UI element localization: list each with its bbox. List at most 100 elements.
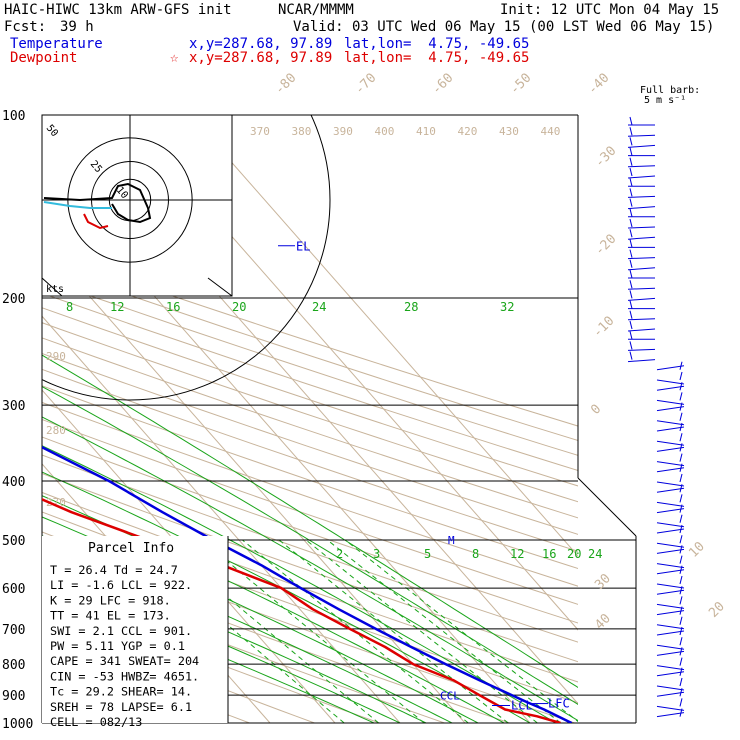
wind-barb-feather [629,331,633,340]
wind-barb [656,583,685,589]
isotherm-label: -70 [352,71,379,98]
dry-adiabat-line [42,352,578,535]
moist-adiabat-label: 32 [500,300,514,314]
wind-barb-feather [679,514,683,523]
wind-barb [627,195,656,198]
pressure-tick-label: 300 [2,399,25,414]
wind-barb-feather [679,361,683,370]
wind-barb [656,365,685,371]
wind-barb [656,624,685,630]
wind-barb [656,467,685,473]
wind-barb [656,446,685,452]
wind-barb [627,328,656,332]
wind-barb [656,569,685,575]
isotherm-label: -40 [585,71,612,98]
wind-barb-feather [679,606,683,615]
wind-barb-feather [629,178,633,187]
isotherm-label: 0 [588,402,604,418]
wind-barb-feather [679,657,683,666]
wind-barb-feather [679,524,683,534]
wind-barb-feather [629,127,633,136]
wind-barb [656,440,685,446]
wind-barb [656,379,685,385]
moist-adiabat-label: 28 [404,300,418,314]
dry-adiabat-line [42,385,578,570]
wind-barb [627,267,656,271]
dry-adiabat-line [42,337,578,519]
parcel-info-row: SWI = 2.1 CCL = 901. [50,624,192,638]
dry-adiabat-line [42,292,578,472]
hodograph-trace-surface [83,213,109,230]
isotherm-line [189,115,578,557]
wind-barb-feather [679,453,683,462]
mixing-ratio-label: 24 [588,547,602,561]
wind-barb [627,297,656,301]
valid-time: Valid: 03 UTC Wed 06 May 15 (00 LST Wed … [293,19,715,35]
model-title: HAIC-HIWC 13km ARW-GFS init [4,2,232,18]
moist-adiabat-label: 8 [66,300,73,314]
mixing-ratio-label: 5 [424,547,431,561]
isotherm-line [42,241,466,723]
wind-barb [656,406,685,412]
isotherm-line [42,389,336,723]
wind-barb [656,487,685,493]
wind-barb [627,348,656,351]
fcst-value: 39 h [60,19,94,35]
dry-adiabat-line [42,436,578,624]
isotherm-label: -30 [592,144,619,171]
fcst-label: Fcst: [4,19,47,35]
theta-label: 380 [292,125,312,138]
wind-barb-feather [679,667,683,676]
wind-barb-feather [629,167,633,177]
wind-barb [656,712,685,718]
wind-barb-feather [679,412,683,421]
mixing-ratio-line [305,539,538,723]
wind-barb-feather [679,535,683,544]
wind-barb-feather [629,341,633,350]
wind-barb [656,630,685,636]
parcel-info-row: K = 29 LFC = 918. [50,593,171,607]
isotherm-label: -50 [507,71,534,98]
wind-barb-feather [679,382,683,391]
barb-legend-title: Full barb: [640,85,701,96]
hodograph-axis [207,277,233,297]
wind-barb-feather [679,698,683,707]
temperature-legend: Temperature [10,36,103,52]
dewpoint-latlon: lat,lon= 4.75, -49.65 [344,50,530,66]
moist-adiabat-label: 12 [110,300,124,314]
parcel-info-row: TT = 41 EL = 173. [50,609,171,623]
mixing-ratio-line [278,539,509,723]
wind-barb [656,385,685,391]
theta-label: 370 [250,125,270,138]
wind-barb [627,206,656,210]
wind-barb [656,426,685,432]
wind-barb [656,420,685,426]
wind-barb [656,542,685,548]
wind-barb [656,563,685,569]
hodograph-units: kts [46,284,64,295]
theta-label: 420 [458,125,478,138]
org-label: NCAR/MMMM [278,2,354,18]
wind-barb-feather [679,545,683,554]
wind-barb-feather [629,320,633,330]
pressure-tick-label: 600 [2,582,25,597]
wind-barb-feather [679,555,683,564]
wind-barb-feather [629,208,633,217]
wind-barb-feather [679,677,683,687]
parcel-info-row: CAPE = 341 SWEAT= 204 [50,654,199,668]
wind-barb-feather [629,239,633,248]
wind-barb-feather [629,269,633,279]
isotherm-label: -20 [592,232,619,259]
dewpoint-marker: ☆ [170,50,179,66]
pressure-tick-label: 500 [2,534,25,549]
wind-barb-feather [679,484,683,493]
init-time: Init: 12 UTC Mon 04 May 15 [500,2,720,18]
isotherm-label: 20 [706,599,728,621]
isotherm-label: -80 [272,71,299,98]
theta-label: 430 [499,125,519,138]
dewpoint-legend: Dewpoint [10,50,78,66]
dry-adiabat-line [42,418,578,605]
wind-barb-feather [629,249,633,258]
